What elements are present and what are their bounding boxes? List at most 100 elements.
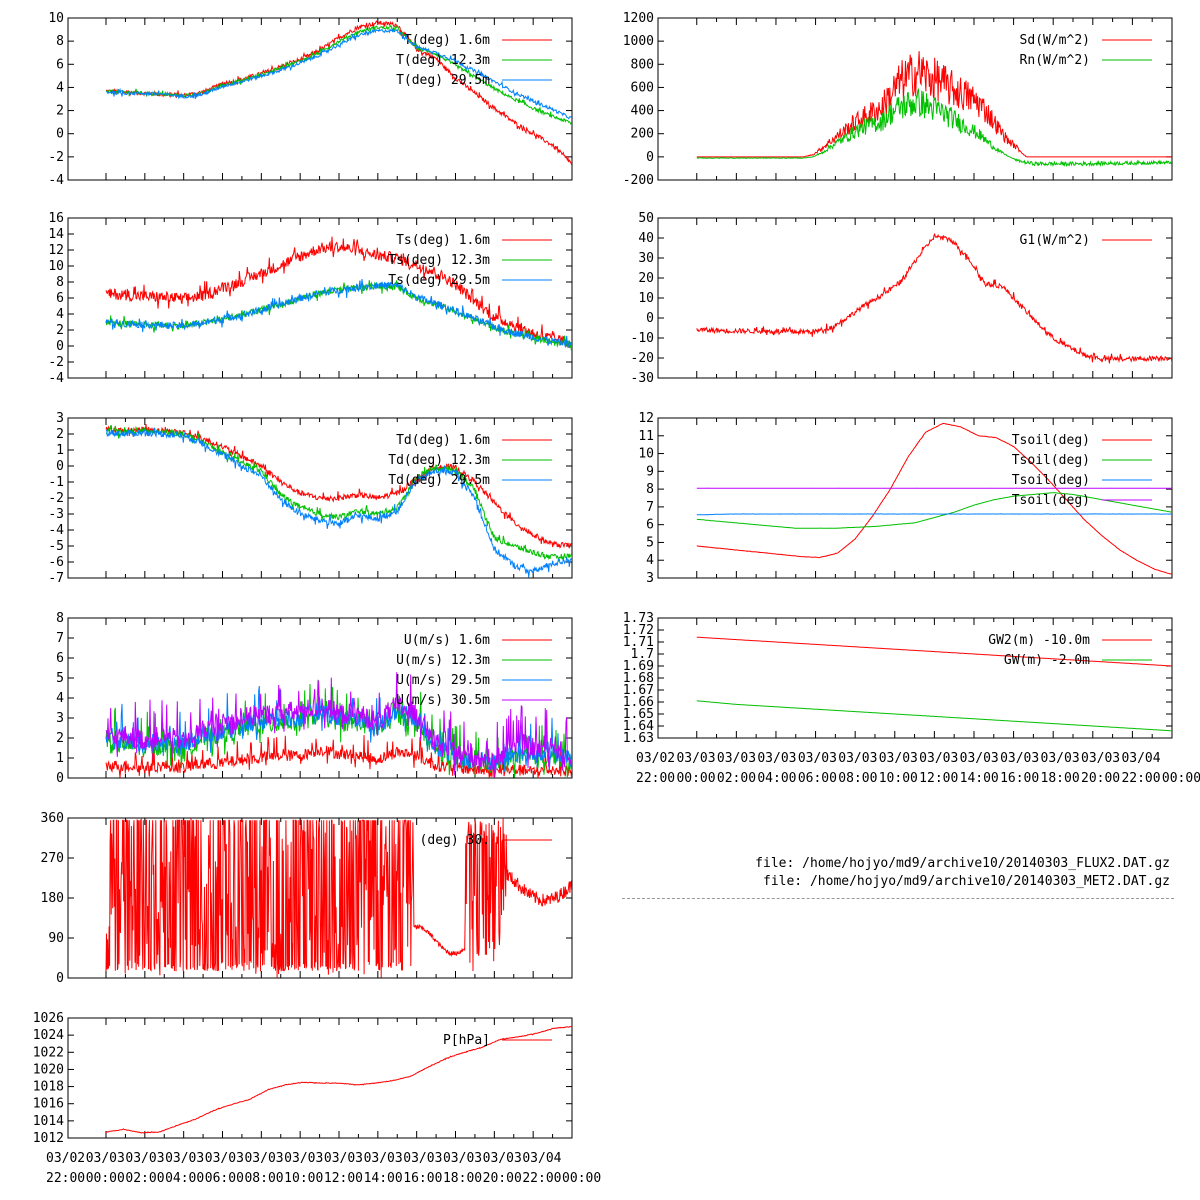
x-tick-label-date: 03/03 [364,1151,403,1166]
series-line-Sd-1 [696,88,1172,168]
y-tick-label: 1024 [33,1028,64,1043]
series-line-Td-2 [105,427,572,578]
y-tick-label: 0 [56,339,64,354]
y-tick-label: 2 [56,427,64,442]
y-tick-label: 3 [56,711,64,726]
x-tick-label-time: 00:00 [562,1171,601,1186]
x-tick-label-time: 22:00 [46,1171,85,1186]
x-tick-label-time: 04:00 [757,771,796,786]
y-tick-label: 1012 [33,1131,64,1146]
y-tick-label: 4 [56,80,64,95]
y-tick-label: 1.7 [631,647,654,662]
x-tick-label-time: 08:00 [838,771,877,786]
x-tick-label-time: 02:00 [125,1171,164,1186]
x-tick-label-time: 18:00 [1041,771,1080,786]
y-tick-label: 6 [56,57,64,72]
y-tick-label: 9 [646,464,654,479]
y-tick-label: 4 [646,553,654,568]
y-tick-label: 270 [41,851,64,866]
plot-frame [67,1017,573,1139]
x-tick-label-time: 14:00 [960,771,999,786]
y-tick-label: 0 [56,459,64,474]
x-tick-label-date: 03/03 [879,751,918,766]
legend-label: P[hPa] [443,1033,490,1048]
y-tick-label: 6 [646,518,654,533]
legend-label: Rn(W/m^2) [1020,53,1090,68]
y-tick-label: 11 [638,429,654,444]
x-tick-label-date: 03/02 [636,751,675,766]
y-tick-label: 1.67 [623,683,654,698]
chart-T: -4 -2 0 2 4 6 8 10 T(deg) 1.6m T(deg) 12.3m T(deg)… [48,11,573,188]
series-line-T-0 [105,20,572,165]
y-tick-label: 400 [631,104,654,119]
y-tick-label: 4 [56,691,64,706]
y-tick-label: -4 [48,371,64,386]
y-tick-label: 2 [56,323,64,338]
y-tick-label: -3 [48,507,64,522]
y-tick-label: 1014 [33,1114,64,1129]
y-tick-label: 200 [631,127,654,142]
x-tick-label-time: 10:00 [879,771,918,786]
y-tick-label: 600 [631,80,654,95]
file-path-flux: file: /home/hojyo/md9/archive10/20140303… [755,856,1170,871]
series-line-Tsoil-2 [696,513,1172,516]
y-tick-label: 7 [646,500,654,515]
series-line-GW-0 [696,636,1172,667]
y-tick-label: 1.66 [623,695,654,710]
x-tick-label-date: 03/03 [838,751,877,766]
chart-Sd: -200 0 200 400 600 800 1000 1200 Sd(W/m^2) Rn(W/m… [623,11,1173,188]
x-tick-label-date: 03/04 [1121,751,1160,766]
y-tick-label: 180 [41,891,64,906]
y-tick-label: 0 [56,971,64,986]
x-tick-label-time: 20:00 [483,1171,522,1186]
y-tick-label: 1.64 [623,719,654,734]
divider [622,898,1174,899]
chart-U: 0 1 2 3 4 5 6 7 8 U(m/s) 1.6m U(m/s) 12.3m U(m/s) 2… [56,611,573,786]
legend-label: G1(W/m^2) [1020,233,1090,248]
y-tick-label: -4 [48,173,64,188]
x-tick-label-date: 03/04 [522,1151,561,1166]
y-tick-label: -200 [623,173,654,188]
y-tick-label: -20 [631,351,654,366]
series-line-Td-1 [106,425,572,562]
y-tick-label: 8 [56,34,64,49]
x-tick-label-time: 10:00 [284,1171,323,1186]
y-tick-label: 8 [56,611,64,626]
x-tick-label-time: 08:00 [244,1171,283,1186]
y-tick-label: 1 [56,751,64,766]
plot-frame [67,417,573,579]
y-tick-label: 8 [646,482,654,497]
x-tick-label-date: 03/03 [324,1151,363,1166]
x-tick-label-date: 03/03 [483,1151,522,1166]
y-tick-label: -30 [631,371,654,386]
y-tick-label: 8 [56,275,64,290]
y-tick-label: 40 [638,231,654,246]
y-tick-label: 30 [638,251,654,266]
series-line-Ts-0 [105,236,572,349]
y-tick-label: 0 [56,127,64,142]
y-tick-label: 20 [638,271,654,286]
legend-label: Td(deg) 1.6m [396,433,490,448]
legend-label: Sd(W/m^2) [1020,33,1090,48]
series-line-Tsoil-1 [696,492,1172,529]
x-tick-label-date: 03/02 [46,1151,85,1166]
series-line-WD-0 [105,818,572,978]
x-tick-label-time: 20:00 [1081,771,1120,786]
y-tick-label: 360 [41,811,64,826]
y-tick-label: 1.71 [623,635,654,650]
x-tick-label-time: 16:00 [1000,771,1039,786]
chart-G1: -30 -20 -10 0 10 20 30 40 50 G1(W/m^2) [631,211,1173,386]
y-tick-label: 0 [646,311,654,326]
legend-label: Tsoil(deg) [1012,433,1090,448]
y-tick-label: 4 [56,307,64,322]
legend-label: Tsoil(deg) [1012,493,1090,508]
y-tick-label: -4 [48,523,64,538]
legend-label: GW2(m) -10.0m [988,633,1090,648]
x-tick-label-date: 03/03 [125,1151,164,1166]
y-tick-label: 1016 [33,1097,64,1112]
plot-frame [657,617,1173,739]
x-tick-label-date: 03/03 [165,1151,204,1166]
